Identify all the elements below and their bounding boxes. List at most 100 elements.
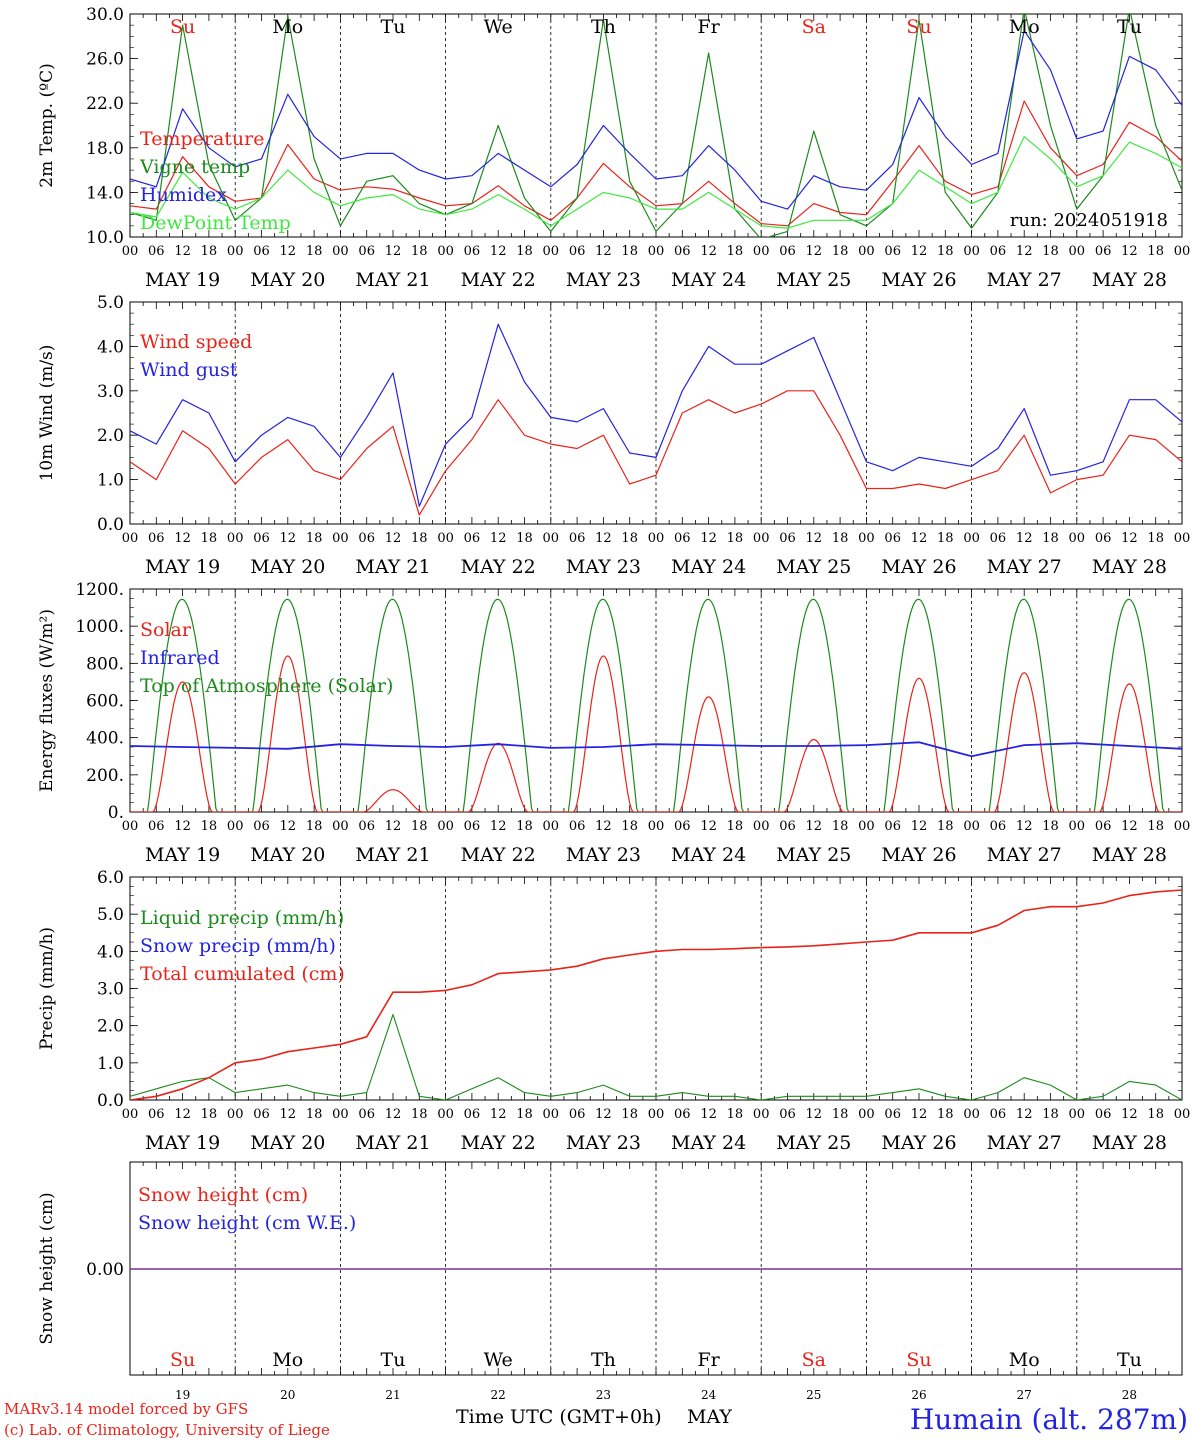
- precip-series: [130, 889, 1182, 1100]
- x-tick-label: 18: [201, 1107, 218, 1122]
- day-label: MAY 27: [987, 844, 1062, 866]
- x-tick-label: 18: [621, 244, 638, 259]
- station-name: Humain (alt. 287m): [910, 1403, 1188, 1436]
- x-tick-label: 00: [227, 244, 244, 259]
- x-tick-label: 18: [621, 531, 638, 546]
- day-label: MAY 26: [881, 556, 956, 578]
- x-tick-label: 12: [385, 531, 402, 546]
- y-axis-label: 2m Temp. (ºC): [37, 63, 57, 188]
- x-tick-label: 00: [1174, 1107, 1191, 1122]
- x-tick-label: 06: [253, 1107, 270, 1122]
- x-tick-label: 12: [700, 244, 717, 259]
- x-tick-label: 12: [595, 1107, 612, 1122]
- legend-entry: Liquid precip (mm/h): [140, 907, 344, 929]
- x-tick-label: 00: [1069, 244, 1086, 259]
- x-tick-label: 18: [937, 1107, 954, 1122]
- energy-series: [130, 598, 1182, 812]
- x-tick-label: 00: [332, 819, 349, 834]
- weekday-label: Mo: [272, 1349, 303, 1371]
- legend-entry: Snow height (cm): [138, 1184, 308, 1206]
- x-tick-label: 00: [227, 531, 244, 546]
- day-label: MAY 20: [250, 556, 325, 578]
- day-label: MAY 21: [355, 844, 430, 866]
- y-tick-label: 2.0: [97, 1017, 124, 1037]
- x-tick-label: 12: [174, 1107, 191, 1122]
- day-label: MAY 23: [566, 556, 641, 578]
- y-tick-label: 10.0: [86, 228, 124, 248]
- weekday-label: Mo: [1009, 1349, 1040, 1371]
- series-line-dewpoint-temp: [130, 136, 1182, 229]
- x-tick-labels: 00 06 12 18 00 06 12 18 00 06 12 18 00 06 12 18 00 06 12 18…: [122, 531, 1191, 546]
- x-tick-label: 06: [674, 1107, 691, 1122]
- x-tick-label: 12: [174, 244, 191, 259]
- x-tick-label: 00: [543, 531, 560, 546]
- x-tick-label: 00: [648, 1107, 665, 1122]
- y-tick-label: 1200.: [75, 580, 124, 600]
- x-tick-label: 00: [227, 819, 244, 834]
- legend-entry: Snow height (cm W.E.): [138, 1212, 356, 1234]
- y-tick-label: 30.0: [86, 5, 124, 25]
- x-tick-label: 00: [122, 1107, 139, 1122]
- x-tick-label: 06: [253, 244, 270, 259]
- x-tick-label: 06: [990, 819, 1007, 834]
- x-tick-label: 06: [569, 531, 586, 546]
- x-tick-label: 00: [437, 244, 454, 259]
- x-tick-label: 06: [148, 819, 165, 834]
- x-tick-label: 18: [937, 244, 954, 259]
- x-axis-month: MAY: [687, 1406, 732, 1428]
- x-tick-label: 00: [1174, 244, 1191, 259]
- day-label: MAY 28: [1092, 844, 1167, 866]
- weekday-label: Tu: [381, 16, 406, 38]
- x-tick-marks: [129, 1162, 1183, 1375]
- series-line-temperature: [130, 100, 1182, 227]
- x-tick-label: 12: [1016, 1107, 1033, 1122]
- y-tick-label: 0.0: [97, 515, 124, 535]
- day-label: MAY 20: [250, 269, 325, 291]
- x-tick-label: 06: [358, 1107, 375, 1122]
- x-tick-label: 00: [332, 531, 349, 546]
- x-tick-label: 00: [437, 819, 454, 834]
- day-number-label: 23: [596, 1388, 611, 1402]
- x-tick-label: 18: [411, 531, 428, 546]
- y-axis-label: Energy fluxes (W/m²): [37, 609, 57, 792]
- panel-frame: [129, 13, 1183, 238]
- x-tick-label: 06: [990, 1107, 1007, 1122]
- weekday-label: Sa: [802, 16, 826, 38]
- weekday-label: Su: [170, 16, 195, 38]
- day-label: MAY 23: [566, 269, 641, 291]
- panel-frame: [129, 588, 1183, 813]
- x-tick-label: 00: [648, 244, 665, 259]
- x-tick-label: 06: [884, 244, 901, 259]
- series-line-solar: [130, 655, 1182, 812]
- x-tick-label: 12: [1121, 531, 1138, 546]
- x-axis-title: Time UTC (GMT+0h): [456, 1406, 662, 1428]
- legend-entry: Wind speed: [140, 331, 252, 353]
- x-tick-label: 00: [122, 244, 139, 259]
- x-tick-label: 00: [858, 819, 875, 834]
- weekday-label: Su: [906, 16, 931, 38]
- x-tick-label: 12: [385, 244, 402, 259]
- x-tick-label: 00: [963, 244, 980, 259]
- weekday-label: Th: [591, 16, 616, 38]
- x-tick-label: 12: [806, 819, 823, 834]
- x-tick-label: 06: [779, 531, 796, 546]
- x-tick-label: 12: [806, 244, 823, 259]
- x-tick-label: 18: [1147, 531, 1164, 546]
- x-tick-label: 18: [832, 1107, 849, 1122]
- day-label: MAY 25: [776, 269, 851, 291]
- x-tick-label: 18: [306, 819, 323, 834]
- legend-entry: Temperature: [140, 128, 264, 150]
- x-tick-label: 18: [516, 531, 533, 546]
- day-label: MAY 22: [461, 269, 536, 291]
- x-tick-label: 00: [122, 531, 139, 546]
- x-tick-label: 06: [464, 1107, 481, 1122]
- x-tick-label: 06: [1095, 244, 1112, 259]
- y-tick-label: 3.0: [97, 382, 124, 402]
- x-tick-label: 18: [832, 819, 849, 834]
- x-tick-label: 12: [490, 819, 507, 834]
- x-tick-label: 12: [1016, 819, 1033, 834]
- x-tick-label: 00: [437, 1107, 454, 1122]
- day-label: MAY 19: [145, 844, 220, 866]
- footer: MARv3.14 model forced by GFS (c) Lab. of …: [4, 1400, 1188, 1439]
